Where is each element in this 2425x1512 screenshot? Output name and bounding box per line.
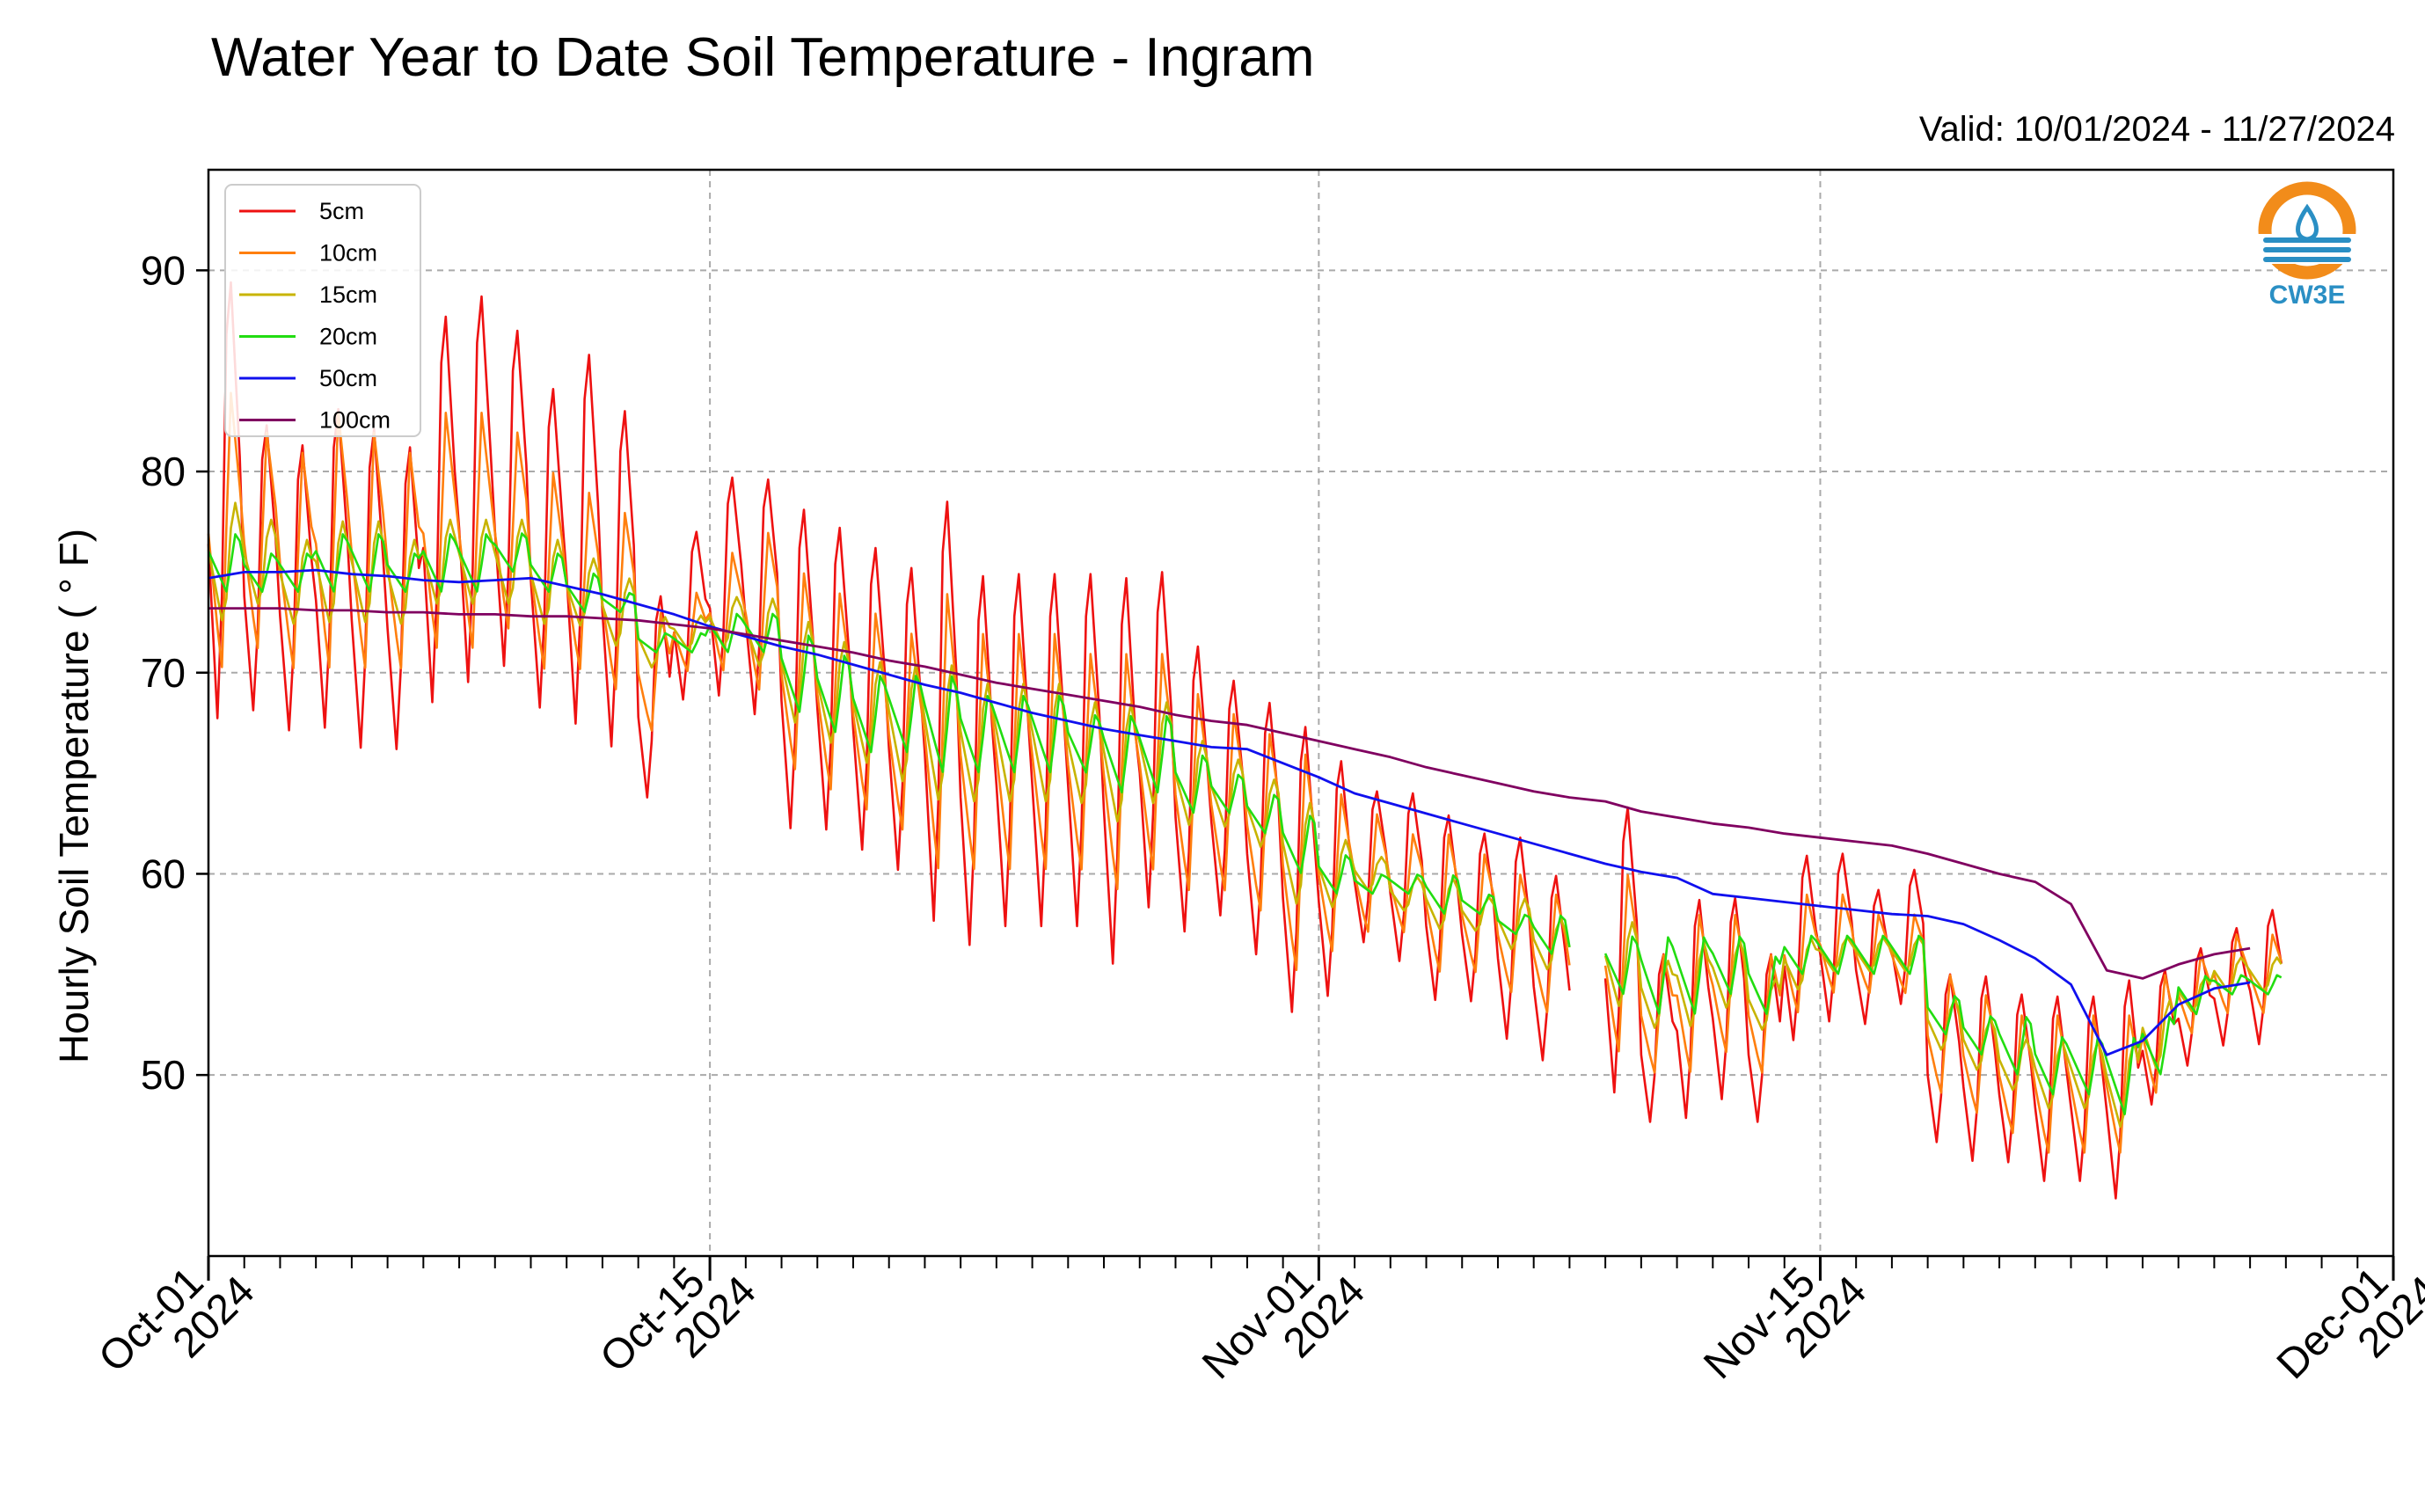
series-line-20cm (207, 532, 1571, 955)
y-tick-label-80: 80 (141, 449, 186, 494)
series-line-100cm (208, 607, 2251, 980)
legend-label-10cm: 10cm (319, 240, 377, 267)
y-tick-label-70: 70 (141, 650, 186, 696)
legend-label-100cm: 100cm (319, 407, 391, 434)
y-axis-ticks: 50 60 70 80 90 (141, 247, 208, 1098)
cw3e-logo: CW3E (2258, 181, 2356, 310)
logo-text: CW3E (2269, 281, 2346, 310)
series-line-20cm (1603, 934, 2283, 1115)
grid (208, 170, 2393, 1256)
chart-title: Water Year to Date Soil Temperature - In… (211, 27, 1315, 88)
series-group (207, 281, 2283, 1200)
series-line-15cm (1603, 921, 2283, 1129)
legend: 5cm 10cm 15cm 20cm 50cm 100cm (224, 184, 421, 437)
logo-wave-icon (2263, 247, 2351, 252)
y-tick-label-60: 60 (141, 851, 186, 896)
logo-wave-icon (2263, 257, 2351, 262)
plot-frame (207, 168, 2395, 1258)
legend-label-20cm: 20cm (319, 324, 377, 350)
series-line-10cm (1603, 873, 2283, 1154)
series-line-50cm (208, 568, 2251, 1056)
series-line-10cm (207, 391, 1571, 1014)
series-line-15cm (207, 501, 1571, 971)
legend-label-50cm: 50cm (319, 365, 377, 391)
y-tick-label-90: 90 (141, 247, 186, 293)
valid-range: Valid: 10/01/2024 - 11/27/2024 (1918, 110, 2395, 149)
y-tick-label-50: 50 (141, 1052, 186, 1098)
legend-box (224, 184, 421, 437)
legend-label-5cm: 5cm (319, 198, 364, 224)
legend-label-15cm: 15cm (319, 281, 377, 308)
logo-drop-icon (2296, 203, 2319, 242)
